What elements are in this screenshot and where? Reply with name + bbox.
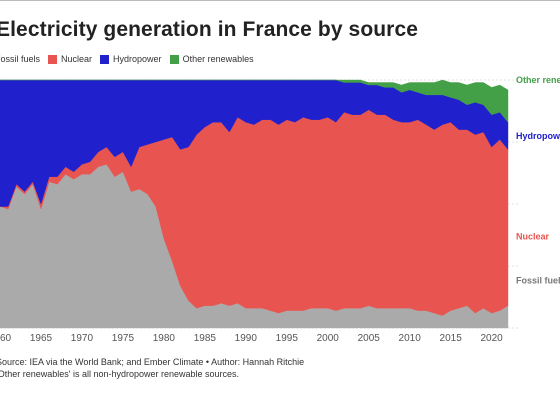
legend-label-other-renewables: Other renewables (182, 54, 254, 64)
legend-item-other-renewables: Other renewables (169, 54, 254, 64)
end-label-hydropower: Hydropower (516, 131, 560, 141)
x-tick-label: 1960 (0, 333, 12, 344)
x-tick-label: 1990 (235, 333, 258, 344)
source-line: Source: IEA via the World Bank; and Embe… (0, 357, 305, 367)
legend-item-hydropower: Hydropower (100, 54, 162, 64)
x-tick-label: 2000 (317, 333, 340, 344)
x-tick-label: 1975 (112, 333, 135, 344)
legend-item-fossil-fuels: Fossil fuels (0, 54, 40, 64)
area-other-renewables (0, 79, 509, 123)
x-tick-label: 2010 (399, 333, 422, 344)
footnote-line: 'Other renewables' is all non-hydropower… (0, 369, 240, 379)
source-note: Source: IEA via the World Bank; and Embe… (0, 356, 304, 380)
legend-label-hydropower: Hydropower (113, 54, 162, 64)
x-tick-label: 2020 (480, 333, 503, 344)
x-tick-label: 1995 (276, 333, 299, 344)
x-tick-label: 1980 (153, 333, 176, 344)
legend-swatch-nuclear (48, 54, 58, 64)
legend-swatch-other-renewables (169, 54, 179, 64)
end-label-fossil-fuels: Fossil fuels (516, 276, 560, 286)
x-tick-label: 1965 (30, 333, 53, 344)
top-rule (0, 0, 560, 1)
end-label-nuclear: Nuclear (516, 232, 550, 242)
end-label-other-renewables: Other renewables (516, 75, 560, 85)
chart-title: Electricity generation in France by sour… (0, 18, 419, 41)
x-tick-label: 2005 (358, 333, 381, 344)
legend: Fossil fuels Nuclear Hydropower Other re… (0, 54, 262, 64)
legend-item-nuclear: Nuclear (48, 54, 92, 64)
x-tick-label: 1985 (194, 333, 217, 344)
legend-label-nuclear: Nuclear (61, 54, 93, 64)
x-tick-label: 2015 (440, 333, 463, 344)
x-tick-label: 1970 (71, 333, 94, 344)
legend-swatch-hydropower (100, 54, 110, 64)
legend-label-fossil-fuels: Fossil fuels (0, 54, 41, 64)
